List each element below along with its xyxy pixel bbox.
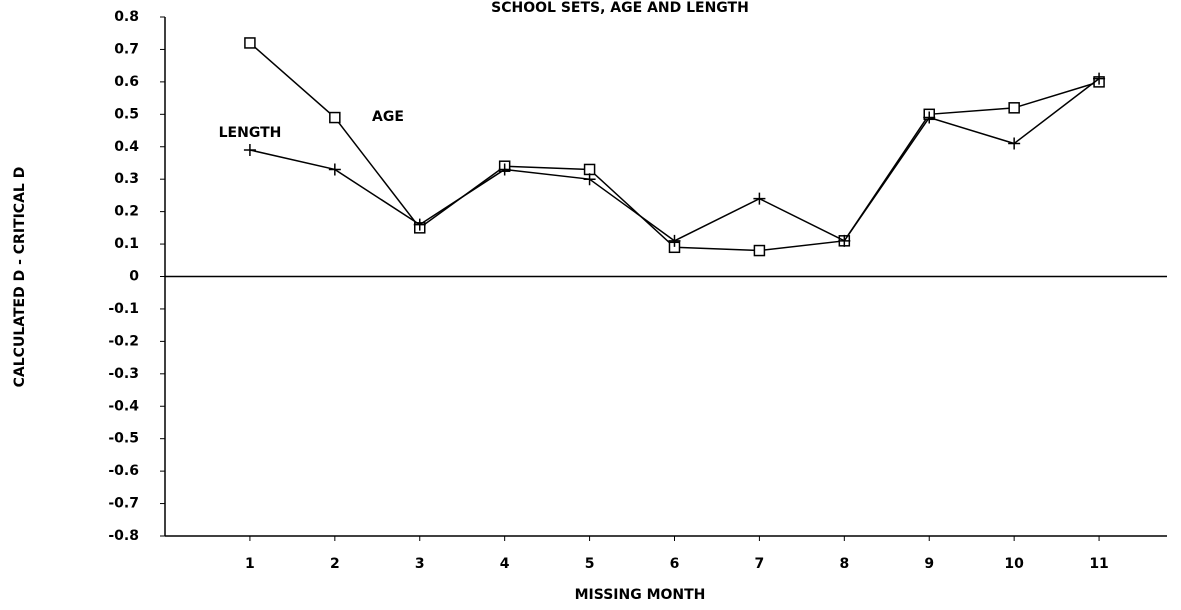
x-tick-label: 5 [585, 556, 595, 572]
marker [1008, 102, 1020, 114]
series-line [249, 78, 1100, 242]
y-tick-label: 0.2 [114, 204, 139, 220]
y-tick-label: 0.1 [114, 236, 139, 252]
x-tick-label: 10 [1004, 556, 1024, 572]
y-tick-label: -0.4 [108, 398, 139, 414]
y-tick-label: -0.7 [108, 496, 139, 512]
y-tick-label: 0.4 [114, 139, 139, 155]
marker [753, 244, 766, 257]
x-tick-label: 3 [415, 556, 425, 572]
x-tick-label: 9 [924, 556, 934, 572]
marker [668, 234, 681, 247]
y-tick-label: -0.1 [108, 301, 139, 317]
marker [329, 111, 341, 124]
x-axis-label: MISSING MONTH [575, 587, 706, 603]
y-tick-label: -0.2 [108, 333, 139, 349]
x-tick-label: 8 [839, 556, 849, 572]
marker [244, 37, 256, 49]
y-tick-label: -0.3 [108, 366, 139, 382]
y-tick-label: 0.3 [114, 171, 139, 187]
marker [413, 218, 426, 231]
series-label: LENGTH [219, 125, 282, 141]
y-tick-label: -0.8 [108, 528, 139, 544]
marker [753, 192, 766, 205]
y-tick-label: 0.7 [114, 41, 139, 57]
y-axis-label: CALCULATED D - CRITICAL D [12, 167, 28, 388]
y-tick-label: 0.8 [114, 9, 139, 25]
marker [498, 163, 511, 176]
x-tick-label: 2 [330, 556, 340, 572]
chart-title: SCHOOL SETS, AGE AND LENGTH [491, 0, 749, 16]
y-tick-label: 0.5 [114, 106, 139, 122]
y-tick-label: 0.6 [114, 74, 139, 90]
x-tick-label: 11 [1089, 556, 1108, 572]
series-line [249, 42, 1100, 252]
marker [243, 143, 256, 156]
x-tick-label: 4 [500, 556, 510, 572]
x-tick-label: 7 [755, 556, 765, 572]
marker [583, 163, 596, 176]
x-tick-label: 6 [670, 556, 680, 572]
x-tick-label: 1 [245, 556, 255, 572]
series-label: AGE [372, 109, 404, 125]
y-tick-label: -0.5 [108, 431, 139, 447]
marker [328, 163, 341, 176]
marker [838, 234, 851, 247]
marker [583, 173, 596, 186]
y-tick-label: -0.6 [108, 463, 139, 479]
y-tick-label: 0 [129, 269, 139, 285]
marker [923, 111, 936, 124]
marker [1008, 137, 1021, 150]
marker [1093, 72, 1106, 85]
